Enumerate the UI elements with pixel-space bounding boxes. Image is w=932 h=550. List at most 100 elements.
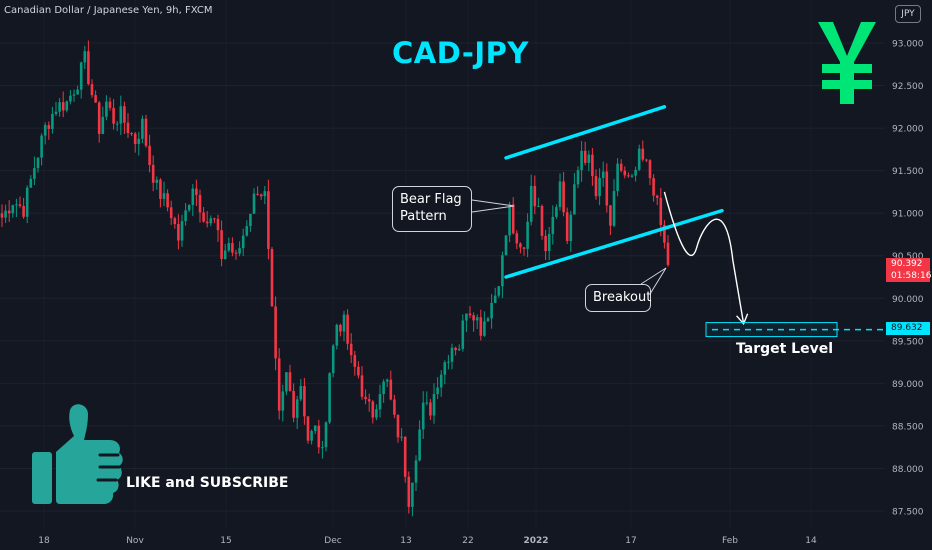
candle-body — [310, 430, 313, 441]
candle-body — [472, 315, 475, 321]
price-tick-label: 89.000 — [892, 380, 924, 390]
candle-body — [7, 210, 11, 214]
symbol-header[interactable]: Canadian Dollar / Japanese Yen, 9h, FXCM — [4, 5, 213, 16]
candle-body — [339, 324, 342, 332]
candle-body — [324, 422, 328, 448]
candle-body — [223, 250, 227, 260]
candle-body — [108, 101, 112, 108]
candle-body — [267, 191, 270, 250]
candle-body — [627, 175, 630, 177]
candle-body — [54, 111, 58, 114]
candle-body — [288, 372, 292, 391]
channel-lower-line — [504, 208, 724, 279]
candle-body — [0, 213, 4, 218]
candle-body — [231, 243, 234, 253]
candle-body — [666, 242, 670, 265]
time-tick-label: Dec — [324, 536, 341, 546]
price-tick-label: 87.500 — [892, 508, 924, 518]
candle-body — [166, 193, 169, 208]
candle-body — [393, 399, 396, 415]
yen-icon — [818, 22, 876, 104]
candle-body — [25, 187, 29, 217]
candle-body — [601, 171, 605, 178]
candle-countdown: 01:58:16 — [891, 271, 932, 281]
candle-body — [515, 233, 519, 244]
candle-body — [497, 286, 501, 296]
candle-body — [115, 123, 119, 125]
candle-body — [637, 148, 641, 170]
candle-body — [51, 113, 54, 129]
candle-body — [580, 150, 583, 171]
candle-body — [364, 396, 367, 400]
candle-body — [652, 178, 655, 196]
target-price-value: 89.632 — [891, 323, 923, 333]
candle-body — [493, 295, 497, 303]
candle-body — [349, 343, 353, 356]
candle-body — [87, 51, 90, 85]
candle-body — [432, 394, 436, 416]
bear-flag-callout-pointer — [471, 199, 515, 213]
time-tick-label: 15 — [220, 536, 231, 546]
price-tick-label: 92.500 — [892, 82, 924, 92]
candle-body — [249, 213, 252, 227]
candle-body — [371, 401, 375, 418]
candle-body — [306, 416, 310, 441]
candle-body — [15, 204, 18, 206]
chart-title: CAD-JPY — [392, 36, 529, 70]
candle-body — [69, 95, 72, 102]
candle-body — [259, 194, 263, 197]
candle-body — [411, 482, 414, 507]
candle-body — [619, 163, 623, 171]
bear-flag-callout[interactable]: Bear Flag Pattern — [392, 186, 472, 232]
candle-body — [328, 373, 331, 423]
time-axis[interactable]: 18 Nov 15 Dec 13 22 2022 17 Feb 14 — [38, 536, 817, 546]
candle-body — [184, 210, 187, 222]
candle-body — [558, 181, 562, 208]
candle-body — [277, 358, 281, 411]
candle-body — [562, 181, 565, 213]
candle-body — [299, 386, 303, 400]
candle-body — [468, 313, 472, 316]
candle-body — [659, 197, 663, 225]
candle-body — [72, 94, 76, 96]
candle-body — [357, 366, 360, 376]
candle-body — [79, 62, 83, 90]
candle-body — [36, 157, 40, 169]
candle-body — [573, 184, 576, 215]
candle-body — [256, 193, 259, 195]
candle-body — [141, 118, 144, 139]
candle-body — [605, 171, 609, 206]
candle-body — [22, 205, 25, 217]
candle-body — [645, 159, 648, 161]
candle-body — [112, 107, 115, 124]
candle-body — [238, 248, 241, 254]
candle-body — [198, 194, 202, 213]
candle-body — [425, 402, 429, 404]
candle-body — [274, 306, 277, 359]
candle-body — [429, 402, 432, 416]
candle-body — [195, 188, 198, 195]
candle-body — [61, 102, 65, 111]
candle-body — [137, 138, 141, 145]
candle-body — [663, 224, 666, 243]
candle-body — [490, 302, 493, 319]
candle-body — [630, 175, 634, 177]
target-level-label: Target Level — [736, 341, 834, 357]
bear-flag-label-line1: Bear Flag — [400, 192, 462, 207]
candle-body — [447, 361, 450, 363]
price-axis[interactable]: 93.000 92.500 92.000 91.500 91.000 90.500 90.0… — [892, 40, 924, 518]
candle-body — [382, 381, 385, 395]
currency-badge[interactable]: JPY — [895, 5, 921, 23]
candle-body — [522, 247, 526, 249]
candle-body — [94, 95, 97, 103]
candle-body — [479, 317, 483, 336]
candle-body — [234, 252, 238, 254]
breakout-callout[interactable]: Breakout — [585, 284, 651, 312]
candle-body — [439, 374, 443, 388]
candle-body — [159, 179, 162, 199]
candle-body — [407, 476, 411, 507]
candle-body — [335, 324, 339, 346]
candle-body — [133, 133, 137, 145]
current-price-value: 90.392 — [891, 259, 923, 269]
